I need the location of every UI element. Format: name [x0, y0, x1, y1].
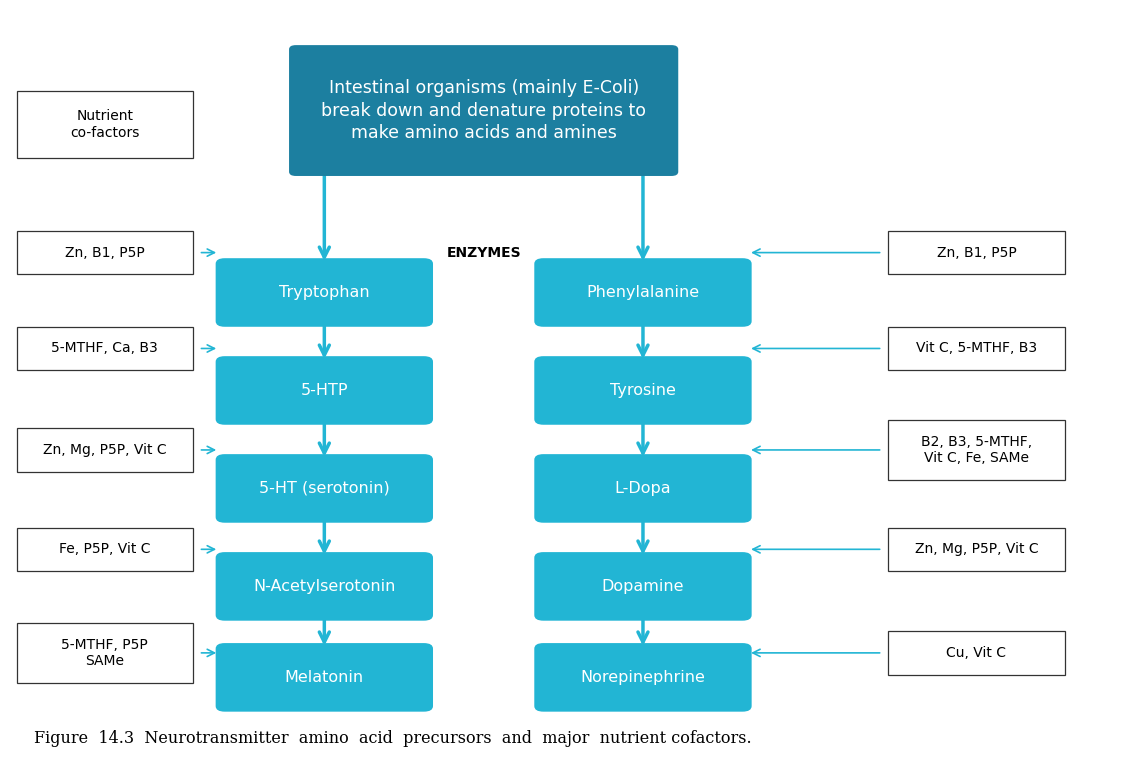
Text: 5-HTP: 5-HTP: [300, 383, 348, 398]
FancyBboxPatch shape: [888, 528, 1064, 571]
Text: Vit C, 5-MTHF, B3: Vit C, 5-MTHF, B3: [916, 341, 1037, 355]
Text: Zn, Mg, P5P, Vit C: Zn, Mg, P5P, Vit C: [915, 542, 1038, 556]
FancyBboxPatch shape: [534, 356, 751, 424]
FancyBboxPatch shape: [888, 327, 1064, 370]
FancyBboxPatch shape: [289, 45, 678, 176]
FancyBboxPatch shape: [215, 356, 432, 424]
FancyBboxPatch shape: [888, 420, 1064, 480]
Text: L-Dopa: L-Dopa: [615, 481, 671, 496]
Text: Cu, Vit C: Cu, Vit C: [947, 646, 1006, 660]
Text: 5-MTHF, P5P
SAMe: 5-MTHF, P5P SAMe: [61, 638, 148, 668]
FancyBboxPatch shape: [16, 327, 192, 370]
FancyBboxPatch shape: [16, 231, 192, 275]
Text: 5-MTHF, Ca, B3: 5-MTHF, Ca, B3: [51, 341, 158, 355]
FancyBboxPatch shape: [16, 623, 192, 683]
FancyBboxPatch shape: [534, 454, 751, 523]
FancyBboxPatch shape: [888, 631, 1064, 674]
Text: N-Acetylserotonin: N-Acetylserotonin: [253, 579, 396, 594]
FancyBboxPatch shape: [215, 454, 432, 523]
FancyBboxPatch shape: [215, 258, 432, 327]
Text: Tyrosine: Tyrosine: [610, 383, 676, 398]
FancyBboxPatch shape: [16, 92, 192, 158]
Text: Zn, B1, P5P: Zn, B1, P5P: [937, 245, 1016, 260]
FancyBboxPatch shape: [16, 428, 192, 471]
FancyBboxPatch shape: [215, 643, 432, 711]
Text: Phenylalanine: Phenylalanine: [586, 285, 700, 300]
Text: Figure  14.3  Neurotransmitter  amino  acid  precursors  and  major  nutrient co: Figure 14.3 Neurotransmitter amino acid …: [34, 730, 752, 747]
Text: Fe, P5P, Vit C: Fe, P5P, Vit C: [59, 542, 150, 556]
Text: ENZYMES: ENZYMES: [446, 245, 521, 260]
Text: Intestinal organisms (mainly E-Coli)
break down and denature proteins to
make am: Intestinal organisms (mainly E-Coli) bre…: [321, 79, 646, 141]
Text: Melatonin: Melatonin: [284, 670, 364, 685]
Text: Zn, B1, P5P: Zn, B1, P5P: [65, 245, 145, 260]
FancyBboxPatch shape: [215, 552, 432, 621]
FancyBboxPatch shape: [534, 643, 751, 711]
Text: Zn, Mg, P5P, Vit C: Zn, Mg, P5P, Vit C: [43, 443, 166, 457]
Text: 5-HT (serotonin): 5-HT (serotonin): [259, 481, 389, 496]
FancyBboxPatch shape: [16, 528, 192, 571]
FancyBboxPatch shape: [534, 258, 751, 327]
Text: B2, B3, 5-MTHF,
Vit C, Fe, SAMe: B2, B3, 5-MTHF, Vit C, Fe, SAMe: [921, 434, 1032, 465]
Text: Tryptophan: Tryptophan: [279, 285, 370, 300]
FancyBboxPatch shape: [534, 552, 751, 621]
Text: Nutrient
co-factors: Nutrient co-factors: [71, 109, 139, 140]
Text: Norepinephrine: Norepinephrine: [580, 670, 706, 685]
FancyBboxPatch shape: [888, 231, 1064, 275]
Text: Dopamine: Dopamine: [602, 579, 684, 594]
